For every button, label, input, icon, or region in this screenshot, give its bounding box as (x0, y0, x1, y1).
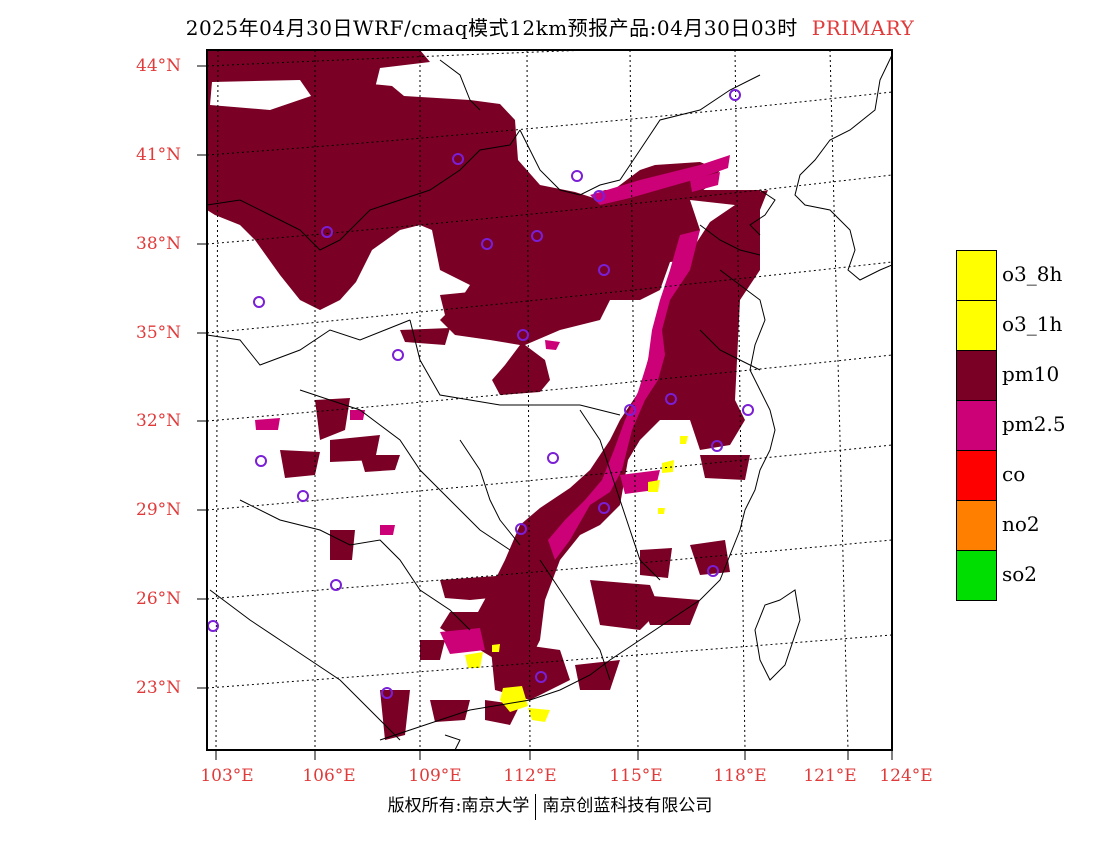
city-marker (381, 687, 393, 699)
copyright-company: 南京创蓝科技有限公司 (542, 796, 713, 816)
city-marker (330, 579, 342, 591)
graticule (207, 50, 892, 750)
city-marker (255, 455, 267, 467)
lon-label-115: 115°E (609, 766, 663, 786)
city-marker (321, 226, 333, 238)
legend-label: so2 (1002, 562, 1038, 586)
legend-swatch (956, 250, 997, 301)
city-marker (452, 153, 464, 165)
legend-swatch (956, 300, 997, 351)
city-marker (742, 404, 754, 416)
legend-swatch (956, 500, 997, 551)
city-marker (665, 393, 677, 405)
legend-item-no2: no2 (956, 500, 1086, 551)
city-marker (711, 440, 723, 452)
legend-label: co (1002, 462, 1026, 486)
city-marker (729, 89, 741, 101)
legend-swatch (956, 350, 997, 401)
lat-label-35: 35°N (136, 323, 182, 343)
city-marker (707, 565, 719, 577)
map-title: 2025年04月30日WRF/cmaq模式12km预报产品:04月30日03时 P… (0, 12, 1100, 41)
legend-item-pm10: pm10 (956, 350, 1086, 401)
city-marker (515, 523, 527, 535)
legend-label: pm10 (1002, 362, 1060, 386)
city-marker (598, 502, 610, 514)
legend-item-co: co (956, 450, 1086, 501)
lat-label-26: 26°N (136, 589, 182, 609)
city-marker (535, 671, 547, 683)
city-marker (571, 170, 583, 182)
city-marker (598, 264, 610, 276)
lat-label-23: 23°N (136, 678, 182, 698)
legend-item-so2: so2 (956, 550, 1086, 601)
city-marker (531, 230, 543, 242)
city-marker (297, 490, 309, 502)
legend-swatch (956, 550, 997, 601)
primary-badge: PRIMARY (811, 16, 915, 40)
city-marker (392, 349, 404, 361)
legend-label: o3_8h (1002, 262, 1063, 286)
legend-item-o3-1h: o3_1h (956, 300, 1086, 351)
map-frame (206, 49, 893, 751)
lat-label-41: 41°N (136, 145, 182, 165)
lat-label-44: 44°N (136, 56, 182, 76)
city-marker (593, 190, 605, 202)
city-marker (253, 296, 265, 308)
legend-label: no2 (1002, 512, 1040, 536)
legend-item-pm25: pm2.5 (956, 400, 1086, 451)
boundary-lines (207, 59, 761, 741)
copyright-owner: 版权所有:南京大学 (387, 796, 530, 816)
legend-label: pm2.5 (1002, 412, 1066, 436)
city-marker (517, 329, 529, 341)
footer-divider (535, 793, 537, 820)
legend-item-o3-8h: o3_8h (956, 250, 1086, 301)
city-markers (207, 89, 754, 699)
legend-label: o3_1h (1002, 312, 1063, 336)
lon-label-109: 109°E (408, 766, 462, 786)
city-marker (547, 452, 559, 464)
map-ticks (197, 65, 893, 760)
legend-swatch (956, 450, 997, 501)
lat-label-38: 38°N (136, 234, 182, 254)
lon-label-106: 106°E (302, 766, 356, 786)
lon-label-112: 112°E (503, 766, 557, 786)
lon-label-103: 103°E (200, 766, 254, 786)
o3-region (465, 436, 688, 722)
lat-label-29: 29°N (136, 500, 182, 520)
legend-swatch (956, 400, 997, 451)
copyright-footer: 版权所有:南京大学 南京创蓝科技有限公司 (0, 791, 1100, 820)
legend: o3_8h o3_1h pm10 pm2.5 co no2 so2 (956, 250, 1086, 601)
city-marker (481, 238, 493, 250)
coastline (379, 54, 892, 750)
city-marker (624, 404, 636, 416)
lon-label-118: 118°E (713, 766, 767, 786)
title-text: 2025年04月30日WRF/cmaq模式12km预报产品:04月30日03时 (185, 16, 798, 40)
lon-label-121: 121°E (803, 766, 857, 786)
lat-label-32: 32°N (136, 411, 182, 431)
lon-label-124: 124°E (879, 766, 933, 786)
